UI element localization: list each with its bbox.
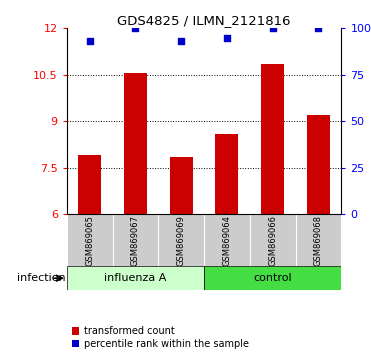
Text: control: control — [253, 273, 292, 283]
Text: GSM869066: GSM869066 — [268, 215, 277, 266]
Bar — [216, 133, 238, 214]
Bar — [67, 266, 204, 290]
Text: influenza A: influenza A — [104, 273, 167, 283]
Bar — [78, 155, 101, 214]
Bar — [204, 266, 341, 290]
Text: GSM869069: GSM869069 — [177, 215, 186, 266]
Point — [224, 35, 230, 40]
Text: infection: infection — [17, 273, 66, 283]
Bar — [124, 73, 147, 214]
Legend: transformed count, percentile rank within the sample: transformed count, percentile rank withi… — [72, 326, 249, 349]
Bar — [261, 64, 284, 214]
Text: GSM869067: GSM869067 — [131, 215, 140, 266]
Text: GSM869064: GSM869064 — [223, 215, 232, 266]
Title: GDS4825 / ILMN_2121816: GDS4825 / ILMN_2121816 — [117, 14, 291, 27]
Point — [178, 38, 184, 44]
Text: GSM869065: GSM869065 — [85, 215, 94, 266]
Point — [87, 38, 93, 44]
Bar — [170, 157, 193, 214]
Point — [270, 25, 276, 31]
Bar — [307, 115, 330, 214]
Point — [132, 25, 138, 31]
Point — [315, 25, 321, 31]
Text: GSM869068: GSM869068 — [314, 215, 323, 266]
